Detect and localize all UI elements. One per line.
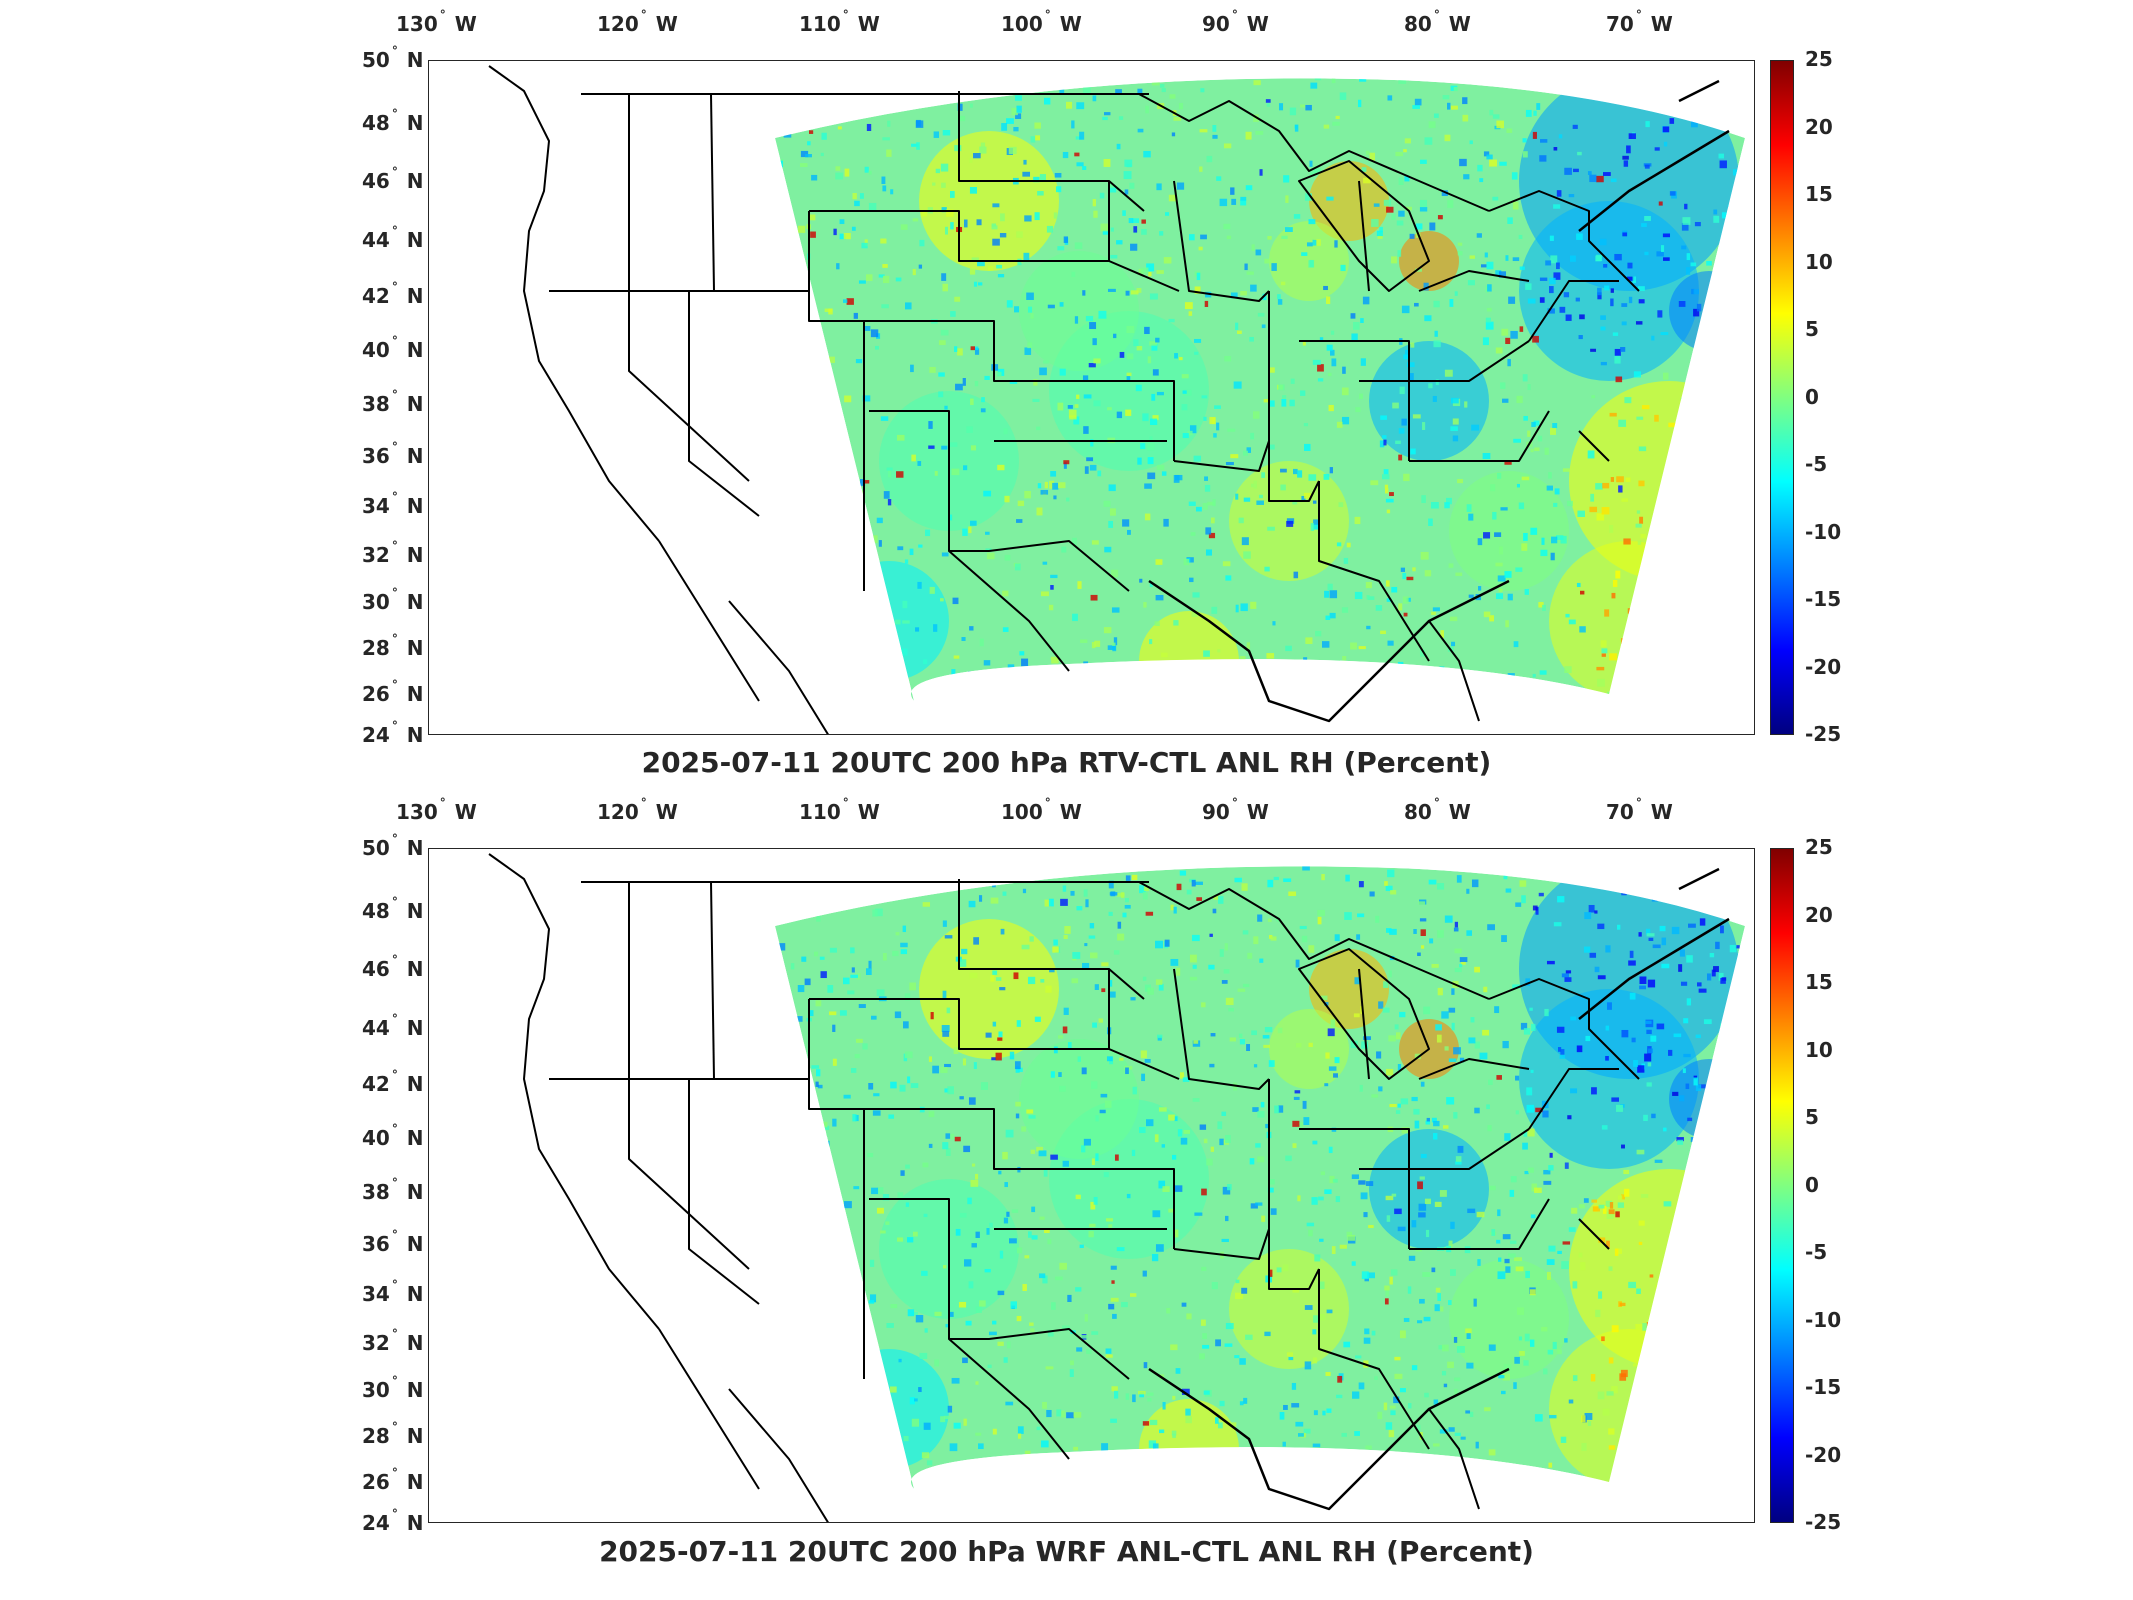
latitude-tick-label: 30 ° N <box>362 1374 424 1402</box>
latitude-tick-label: 40 ° N <box>362 1122 424 1150</box>
longitude-tick-label: 90 ° W <box>1202 796 1269 824</box>
colorbar-tick-label: -20 <box>1805 1442 1842 1467</box>
panel-title: 2025-07-11 20UTC 200 hPa WRF ANL-CTL ANL… <box>599 1535 1534 1568</box>
colorbar-tick-label: -20 <box>1805 654 1842 679</box>
longitude-tick-label: 130 ° W <box>396 8 477 36</box>
colorbar-tick-label: 10 <box>1805 249 1833 274</box>
latitude-tick-label: 24 ° N <box>362 719 424 747</box>
longitude-tick-label: 100 ° W <box>1001 796 1082 824</box>
longitude-tick-label: 70 ° W <box>1606 796 1673 824</box>
panel-rtv-ctl: 130 ° W 120 ° W 110 ° W 100 ° W 90 ° W 80 ° W 70 ° W … <box>362 8 1842 779</box>
colorbar <box>1770 848 1794 1523</box>
latitude-tick-label: 28 ° N <box>362 1420 424 1448</box>
panel-title: 2025-07-11 20UTC 200 hPa RTV-CTL ANL RH … <box>641 746 1492 779</box>
latitude-tick-label: 34 ° N <box>362 1278 424 1306</box>
latitude-tick-label: 44 ° N <box>362 1012 424 1040</box>
colorbar-tick-label: 10 <box>1805 1037 1833 1062</box>
latitude-tick-label: 36 ° N <box>362 1228 424 1256</box>
latitude-tick-label: 30 ° N <box>362 586 424 614</box>
map-svg <box>488 65 1745 734</box>
colorbar-tick-label: 5 <box>1805 317 1819 341</box>
latitude-tick-label: 38 ° N <box>362 1176 424 1204</box>
map-svg <box>488 853 1745 1522</box>
latitude-tick-label: 32 ° N <box>362 1327 424 1355</box>
latitude-tick-label: 44 ° N <box>362 224 424 252</box>
latitude-tick-label: 40 ° N <box>362 334 424 362</box>
colorbar-tick-label: -25 <box>1805 1510 1842 1534</box>
colorbar-tick-label: -15 <box>1805 1375 1842 1399</box>
latitude-tick-label: 28 ° N <box>362 632 424 660</box>
panel-wrf-ctl: 130 ° W 120 ° W 110 ° W 100 ° W 90 ° W 80 ° W 70 ° W … <box>362 796 1841 1568</box>
longitude-tick-label: 70 ° W <box>1606 8 1673 36</box>
latitude-tick-label: 46 ° N <box>362 953 424 981</box>
map-rtv-ctl <box>428 60 1755 735</box>
colorbar-tick-label: -5 <box>1805 452 1828 476</box>
colorbar-tick-label: 25 <box>1805 835 1833 859</box>
colorbar-tick-label: -25 <box>1805 722 1842 746</box>
latitude-tick-label: 42 ° N <box>362 280 424 308</box>
latitude-tick-label: 50 ° N <box>362 832 424 860</box>
longitude-tick-label: 110 ° W <box>799 796 880 824</box>
colorbar <box>1770 60 1794 735</box>
latitude-tick-label: 42 ° N <box>362 1068 424 1096</box>
latitude-tick-label: 26 ° N <box>362 678 424 706</box>
latitude-tick-label: 38 ° N <box>362 388 424 416</box>
colorbar-tick-label: 20 <box>1805 114 1833 139</box>
longitude-tick-label: 110 ° W <box>799 8 880 36</box>
colorbar-tick-label: 15 <box>1805 970 1833 994</box>
latitude-tick-label: 48 ° N <box>362 107 424 135</box>
longitude-tick-label: 120 ° W <box>597 8 678 36</box>
colorbar-tick-label: 20 <box>1805 902 1833 927</box>
colorbar-tick-label: 15 <box>1805 182 1833 206</box>
colorbar-tick-label: -10 <box>1805 1307 1842 1332</box>
map-wrf-ctl <box>428 848 1755 1523</box>
longitude-tick-label: 80 ° W <box>1404 796 1471 824</box>
colorbar-tick-label: -5 <box>1805 1240 1828 1264</box>
latitude-tick-label: 46 ° N <box>362 165 424 193</box>
longitude-tick-label: 120 ° W <box>597 796 678 824</box>
latitude-tick-label: 36 ° N <box>362 440 424 468</box>
latitude-tick-label: 50 ° N <box>362 44 424 72</box>
latitude-tick-label: 34 ° N <box>362 490 424 518</box>
longitude-tick-label: 80 ° W <box>1404 8 1471 36</box>
colorbar-tick-label: -10 <box>1805 519 1842 544</box>
colorbar-tick-label: 0 <box>1805 384 1819 409</box>
colorbar-tick-label: 0 <box>1805 1172 1819 1197</box>
colorbar-tick-label: 25 <box>1805 47 1833 71</box>
latitude-tick-label: 24 ° N <box>362 1507 424 1535</box>
colorbar-tick-label: -15 <box>1805 587 1842 611</box>
latitude-tick-label: 32 ° N <box>362 539 424 567</box>
colorbar-tick-label: 5 <box>1805 1105 1819 1129</box>
longitude-tick-label: 90 ° W <box>1202 8 1269 36</box>
latitude-tick-label: 48 ° N <box>362 895 424 923</box>
longitude-tick-label: 100 ° W <box>1001 8 1082 36</box>
longitude-tick-label: 130 ° W <box>396 796 477 824</box>
latitude-tick-label: 26 ° N <box>362 1466 424 1494</box>
